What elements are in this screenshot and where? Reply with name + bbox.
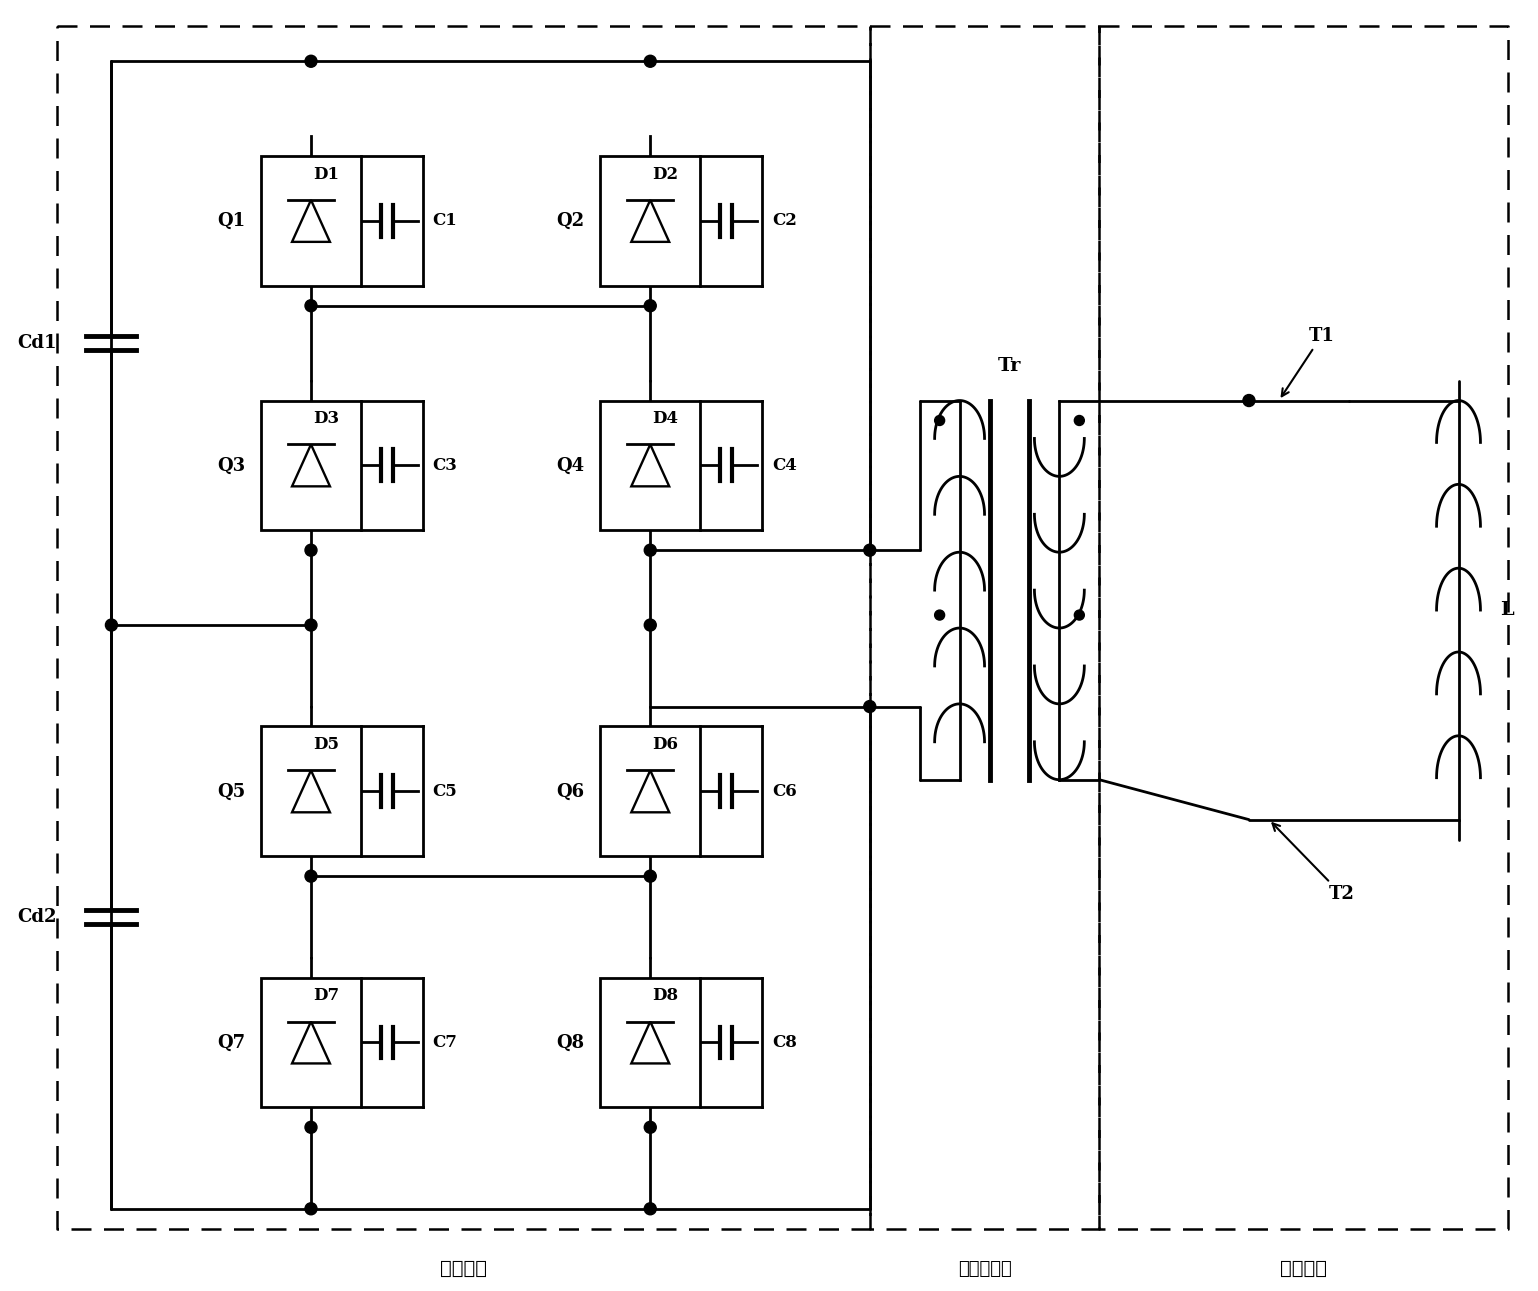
Text: Q2: Q2	[557, 212, 584, 230]
Text: T2: T2	[1272, 824, 1355, 904]
Bar	[600, 977, 700, 1108]
Circle shape	[305, 1203, 317, 1215]
Text: C2: C2	[772, 213, 797, 230]
Circle shape	[864, 545, 875, 556]
Text: C7: C7	[432, 1034, 458, 1051]
Bar	[261, 156, 361, 285]
Text: D4: D4	[652, 411, 678, 427]
Circle shape	[305, 870, 317, 882]
Text: D6: D6	[652, 736, 678, 753]
Text: C1: C1	[432, 213, 457, 230]
Text: D1: D1	[312, 165, 338, 182]
Circle shape	[935, 611, 944, 620]
Text: Cd2: Cd2	[17, 908, 57, 926]
Circle shape	[644, 56, 657, 67]
Circle shape	[935, 416, 944, 426]
Text: C8: C8	[772, 1034, 797, 1051]
Circle shape	[864, 701, 875, 713]
Circle shape	[305, 620, 317, 631]
Text: C4: C4	[772, 457, 797, 474]
Text: C3: C3	[432, 457, 458, 474]
Circle shape	[644, 1203, 657, 1215]
Text: D7: D7	[312, 988, 338, 1004]
Text: L: L	[1501, 602, 1513, 620]
Circle shape	[1075, 611, 1084, 620]
Text: C6: C6	[772, 782, 797, 800]
Bar	[261, 977, 361, 1108]
Circle shape	[644, 300, 657, 311]
Text: C5: C5	[432, 782, 457, 800]
Bar	[600, 400, 700, 531]
Circle shape	[644, 545, 657, 556]
Circle shape	[305, 56, 317, 67]
Text: Q7: Q7	[217, 1034, 245, 1051]
Text: Q6: Q6	[557, 782, 584, 800]
Text: D2: D2	[652, 165, 678, 182]
Circle shape	[1075, 416, 1084, 426]
Circle shape	[106, 620, 117, 631]
Circle shape	[644, 1122, 657, 1133]
Circle shape	[305, 300, 317, 311]
Circle shape	[1243, 395, 1255, 407]
Bar	[261, 727, 361, 856]
Circle shape	[644, 620, 657, 631]
Text: Q3: Q3	[217, 457, 245, 474]
Text: D5: D5	[312, 736, 338, 753]
Text: D8: D8	[652, 988, 678, 1004]
Text: Tr: Tr	[998, 356, 1021, 374]
Text: T1: T1	[1281, 327, 1335, 396]
Bar	[600, 727, 700, 856]
Circle shape	[644, 870, 657, 882]
Text: Q8: Q8	[557, 1034, 584, 1051]
Bar	[261, 400, 361, 531]
Text: 电压单元: 电压单元	[440, 1260, 486, 1278]
Text: Q5: Q5	[217, 782, 245, 800]
Bar	[600, 156, 700, 285]
Circle shape	[305, 1122, 317, 1133]
Circle shape	[305, 545, 317, 556]
Text: 电流单元: 电流单元	[1280, 1260, 1327, 1278]
Text: Cd1: Cd1	[17, 334, 57, 352]
Text: D3: D3	[312, 411, 338, 427]
Text: Q4: Q4	[557, 457, 584, 474]
Text: 变压器单元: 变压器单元	[958, 1260, 1012, 1278]
Text: Q1: Q1	[217, 212, 245, 230]
